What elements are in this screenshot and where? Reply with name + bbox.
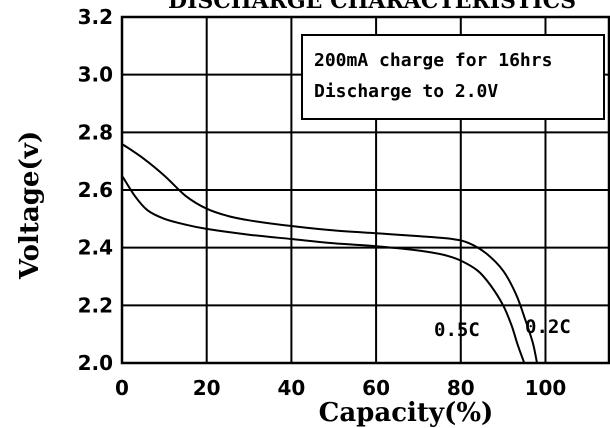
series-line-0.5C [121,174,526,364]
series-label-0.2C: 0.2C [525,316,571,338]
y-tick-label: 2.8 [78,120,113,144]
legend-box: 200mA charge for 16hrs Discharge to 2.0V [301,34,605,120]
x-axis-title: Capacity(%) [319,398,494,428]
y-axis-title: Voltage(v) [15,131,45,280]
x-tick-label: 0 [115,376,129,400]
series-group [121,142,538,364]
y-tick-label: 2.6 [78,178,113,202]
y-tick-label: 2.0 [78,351,113,375]
x-tick-label: 40 [277,376,305,400]
x-tick-label: 20 [193,376,221,400]
series-line-0.2C [121,142,538,364]
x-tick-label: 60 [362,376,390,400]
x-tick-label: 80 [447,376,475,400]
series-label-0.5C: 0.5C [434,319,480,341]
y-tick-label: 2.4 [78,236,113,260]
y-tick-label: 2.2 [78,293,113,317]
plot-frame [120,15,610,365]
y-tick-label: 3.2 [78,5,113,29]
y-tick-label: 3.0 [78,63,113,87]
annotation-box [301,34,605,120]
chart-title: DISCHARGE CHARACTERISTICS [168,0,576,14]
x-tick-label: 100 [525,376,567,400]
annotation-line-2: Discharge to 2.0V [314,81,498,102]
annotation-line-1: 200mA charge for 16hrs [314,50,552,71]
tick-labels: 0 20 40 60 80 100 2.0 2.2 2.4 2.6 2.8 3.0 3.2 [78,5,567,400]
